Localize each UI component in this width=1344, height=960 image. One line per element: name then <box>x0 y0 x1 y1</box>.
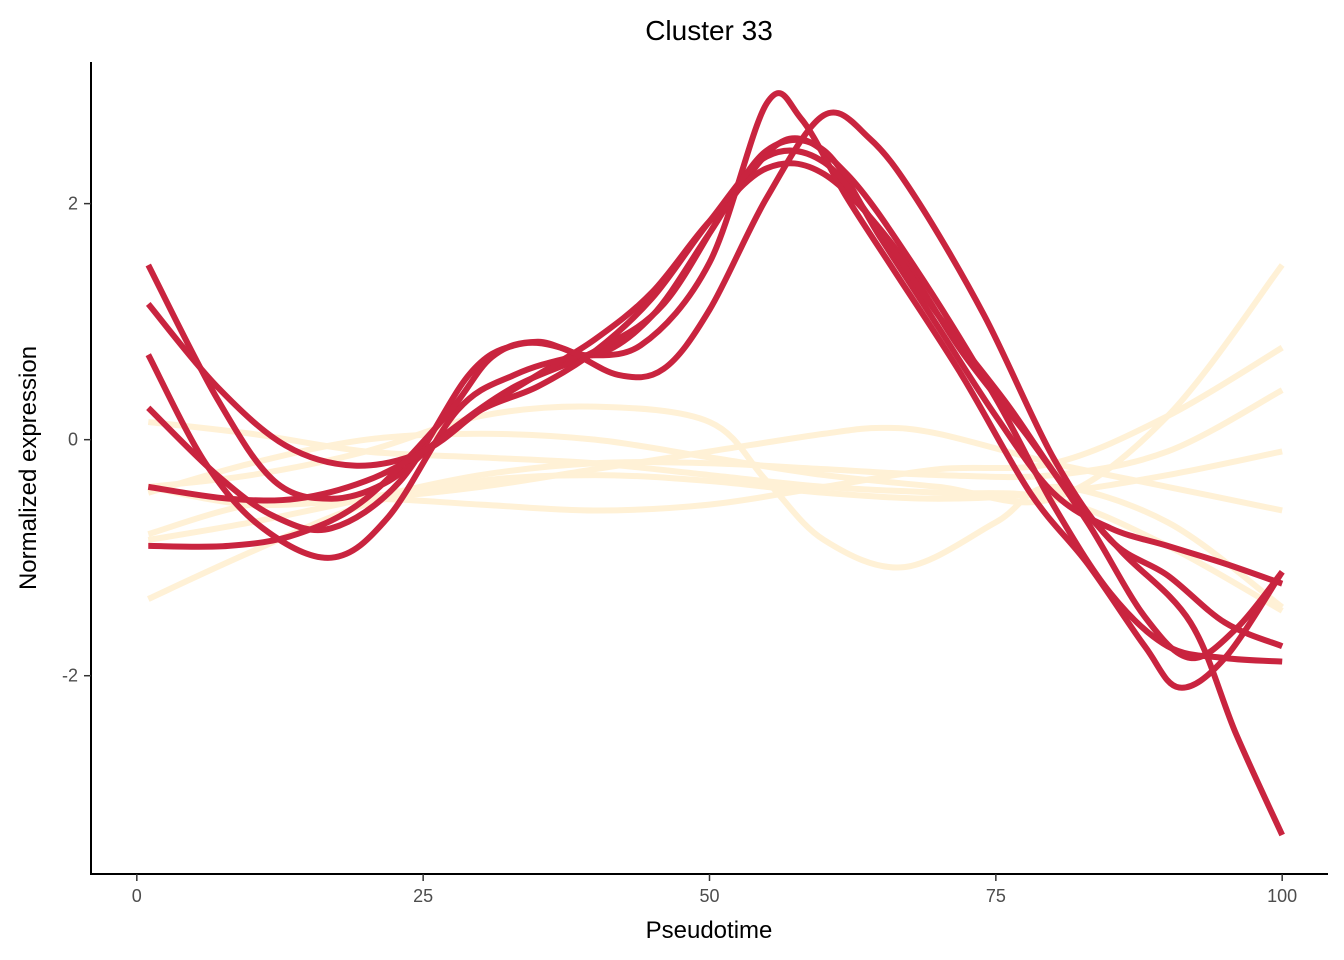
y-tick-label: 0 <box>68 430 78 450</box>
x-tick-label: 75 <box>986 886 1006 906</box>
x-tick-label: 100 <box>1267 886 1297 906</box>
y-axis-title: Normalized expression <box>15 346 42 590</box>
highlight-gene-line-2 <box>145 160 1285 662</box>
y-axis-ticks: 2 0 -2 <box>62 194 91 686</box>
x-axis-title: Pseudotime <box>646 917 773 944</box>
x-tick-label: 50 <box>699 886 719 906</box>
highlight-series-group <box>145 90 1285 837</box>
background-gene-line-5 <box>147 263 1285 506</box>
x-tick-label: 0 <box>132 886 142 906</box>
y-tick-label: -2 <box>62 666 78 686</box>
highlight-gene-line-3 <box>145 90 1285 691</box>
background-gene-line-6 <box>147 418 1284 614</box>
highlight-gene-line-6 <box>147 147 1285 837</box>
x-tick-label: 25 <box>413 886 433 906</box>
chart-title: Cluster 33 <box>645 15 773 46</box>
y-tick-label: 2 <box>68 194 78 214</box>
x-axis-ticks: 0 25 50 75 100 <box>132 874 1297 906</box>
plot-area <box>145 90 1285 837</box>
background-gene-line-2 <box>147 387 1284 543</box>
